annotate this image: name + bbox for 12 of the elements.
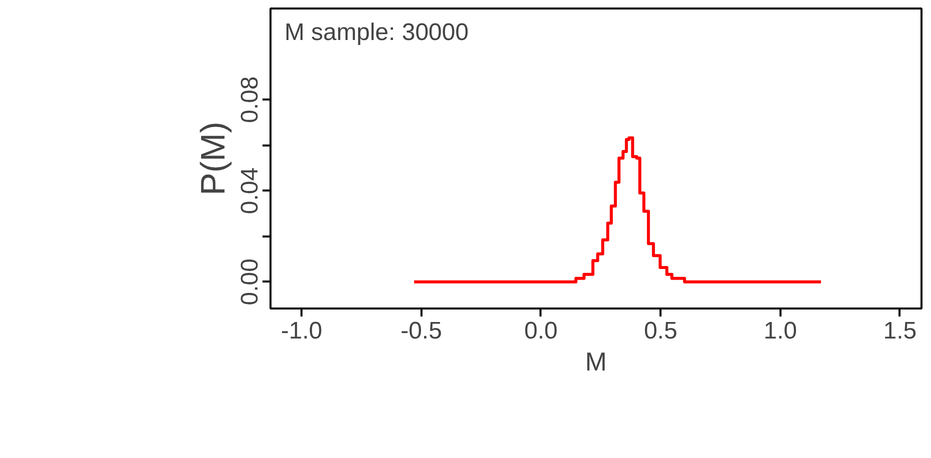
annotation: M sample: 30000 xyxy=(284,19,469,46)
y-tick-label: 0.04 xyxy=(236,167,264,214)
x-tick-label: 0.0 xyxy=(524,318,558,344)
y-tick-label: 0.08 xyxy=(236,76,264,123)
y-tick-label: 0.00 xyxy=(236,258,264,306)
x-tick-label: 1.5 xyxy=(883,318,917,344)
x-tick-label: -1.0 xyxy=(280,318,322,344)
y-axis-title: P(M) xyxy=(194,122,232,196)
x-tick-label: 0.5 xyxy=(644,318,678,344)
x-tick-label: 1.0 xyxy=(764,318,797,344)
x-axis-title: M xyxy=(585,346,607,376)
x-tick-label: -0.5 xyxy=(400,318,442,344)
